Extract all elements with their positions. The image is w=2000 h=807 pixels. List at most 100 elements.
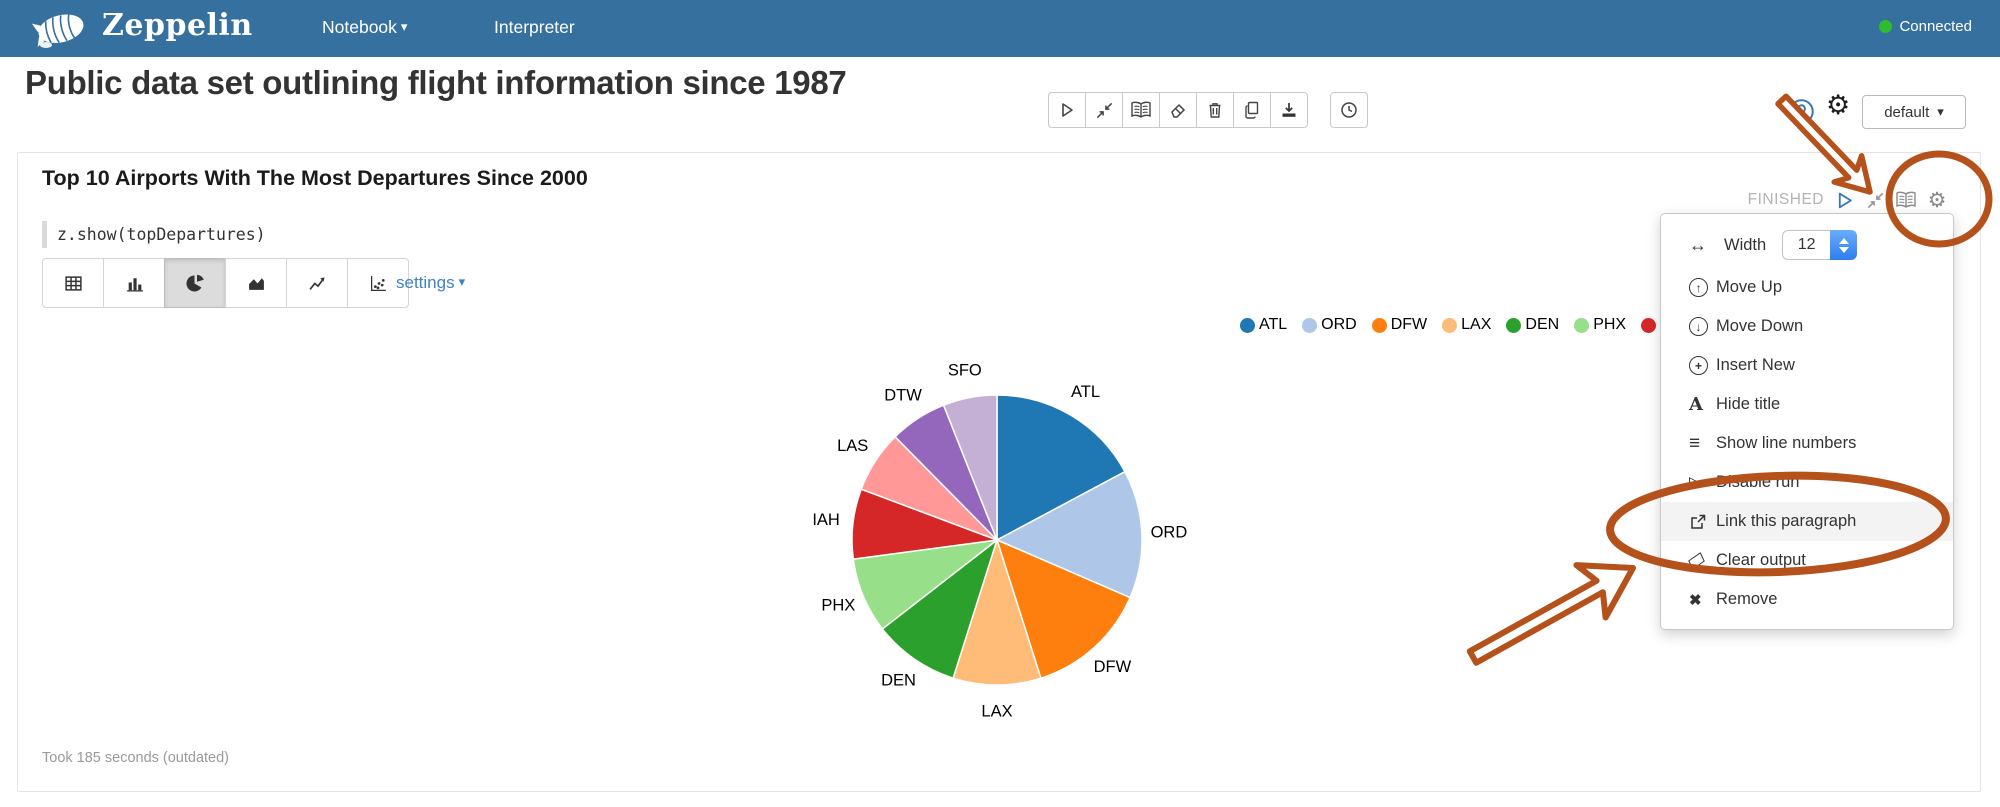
pie-slice-ORD[interactable] — [995, 470, 1143, 599]
eraser-icon — [1171, 103, 1186, 118]
export-note-button[interactable] — [1270, 92, 1308, 128]
menu-item-clear-output[interactable]: Clear output — [1661, 541, 1953, 580]
legend-dot-icon — [1641, 317, 1657, 333]
collapse-paragraph-button[interactable] — [1864, 189, 1886, 211]
legend-label: PHX — [1593, 316, 1627, 333]
menu-item-move-down[interactable]: ↓ Move Down — [1661, 307, 1953, 346]
list-numbers-icon: ≡ — [1689, 432, 1701, 454]
interpreter-binding-button[interactable]: default ▾ — [1862, 95, 1966, 129]
clock-icon — [1341, 102, 1357, 118]
pie-label-ATL: ATL — [1071, 383, 1100, 401]
pie-label-DTW: DTW — [884, 386, 922, 404]
pie-slice-ATL[interactable] — [996, 394, 1126, 542]
scheduler-button[interactable] — [1330, 92, 1368, 128]
menu-item-disable-run[interactable]: ▷ Disable run — [1661, 463, 1953, 502]
top-navbar: Zeppelin Notebook ▾ Interpreter Connected — [0, 0, 2000, 57]
chart-type-selector — [42, 258, 409, 308]
pie-label-SFO: SFO — [948, 361, 982, 379]
paragraph-settings-menu: ↔ Width 12 ↑ Move Up ↓ Move Down + Inser… — [1660, 213, 1954, 630]
chart-type-scatter-button[interactable] — [347, 258, 409, 308]
paragraph-settings-gear-icon[interactable]: ⚙ — [1927, 188, 1947, 212]
note-toolbar — [1048, 92, 1308, 128]
show-editor-button[interactable] — [1895, 189, 1917, 211]
width-stepper[interactable]: 12 — [1782, 230, 1858, 260]
legend-dot-icon — [1574, 317, 1590, 333]
remove-note-button[interactable] — [1196, 92, 1234, 128]
chevron-down-icon: ▾ — [1937, 104, 1944, 119]
chevron-down-icon: ▾ — [400, 19, 408, 34]
legend-label: LAX — [1461, 316, 1492, 333]
pie-label-DEN: DEN — [881, 671, 916, 689]
pie-label-DFW: DFW — [1094, 658, 1132, 676]
paragraph-status-row: FINISHED ⚙ — [1748, 189, 1948, 211]
legend-item-LAX[interactable]: LAX — [1442, 316, 1491, 334]
status-badge: FINISHED — [1747, 191, 1824, 208]
chart-type-pie-button[interactable] — [164, 258, 226, 308]
legend-item-ORD[interactable]: ORD — [1302, 316, 1357, 334]
legend-dot-icon — [1302, 317, 1318, 333]
play-icon — [1838, 192, 1852, 208]
nav-notebook-label: Notebook — [322, 17, 397, 37]
note-title[interactable]: Public data set outlining flight informa… — [25, 64, 847, 101]
legend-label: ATL — [1259, 316, 1288, 333]
execution-time-label: Took 185 seconds (outdated) — [42, 750, 230, 766]
brand-title[interactable]: Zeppelin — [102, 8, 253, 43]
nav-notebook-dropdown[interactable]: Notebook ▾ — [322, 17, 407, 38]
settings-label: settings — [396, 273, 455, 292]
legend-dot-icon — [1442, 317, 1458, 333]
pie-label-LAX: LAX — [981, 702, 1012, 720]
bar-chart-icon — [126, 277, 143, 292]
help-question-icon[interactable] — [1788, 98, 1815, 125]
compress-arrows-icon — [1867, 192, 1883, 208]
paragraph-title[interactable]: Top 10 Airports With The Most Departures… — [42, 166, 588, 190]
run-paragraph-button[interactable] — [1833, 189, 1855, 211]
width-arrows-icon: ↔ — [1689, 234, 1707, 255]
trash-icon — [1209, 103, 1221, 118]
legend-dot-icon — [1371, 317, 1387, 333]
legend-dot-icon — [1240, 317, 1255, 333]
chart-type-area-button[interactable] — [225, 258, 287, 308]
width-value[interactable]: 12 — [1782, 230, 1831, 260]
show-hide-code-button[interactable] — [1122, 92, 1160, 128]
eraser-icon — [1688, 551, 1716, 570]
clear-all-output-button[interactable] — [1159, 92, 1197, 128]
line-chart-icon — [308, 276, 325, 290]
legend-label: ORD — [1321, 316, 1357, 333]
pie-slice-LAX[interactable] — [952, 537, 1042, 686]
menu-item-remove[interactable]: ✖ Remove — [1661, 580, 1953, 619]
collapse-all-button[interactable] — [1085, 92, 1123, 128]
legend-item-PHX[interactable]: PHX — [1574, 316, 1626, 334]
menu-item-label: Move Down — [1716, 317, 1804, 335]
legend-item-DEN[interactable]: DEN — [1506, 316, 1559, 334]
pie-slice-SFO[interactable] — [942, 394, 998, 541]
legend-item-ATL[interactable]: ATL — [1240, 316, 1287, 334]
width-stepper-buttons[interactable] — [1830, 230, 1858, 260]
plus-circle-icon: + — [1689, 356, 1708, 375]
pie-slice-DEN[interactable] — [881, 537, 999, 680]
chart-type-line-button[interactable] — [286, 258, 348, 308]
chart-settings-toggle[interactable]: settings ▾ — [396, 273, 465, 293]
compress-arrows-icon — [1096, 102, 1112, 118]
menu-item-show-line-numbers[interactable]: ≡ Show line numbers — [1661, 424, 1953, 463]
code-editor[interactable]: z.show(topDepartures) — [42, 221, 266, 248]
zeppelin-blimp-icon[interactable] — [32, 7, 94, 50]
menu-item-insert-new[interactable]: + Insert New — [1661, 346, 1953, 385]
note-settings-gear-icon[interactable]: ⚙ — [1826, 90, 1851, 120]
clone-note-button[interactable] — [1233, 92, 1271, 128]
chart-type-table-button[interactable] — [42, 258, 104, 308]
legend-label: DEN — [1525, 316, 1560, 333]
legend-item-DFW[interactable]: DFW — [1371, 316, 1427, 334]
run-all-button[interactable] — [1048, 92, 1086, 128]
menu-item-link-this-paragraph[interactable]: Link this paragraph — [1661, 502, 1953, 541]
menu-item-label: Move Up — [1716, 278, 1783, 296]
chart-type-bar-button[interactable] — [103, 258, 165, 308]
pie-chart-icon — [185, 274, 204, 291]
menu-item-move-up[interactable]: ↑ Move Up — [1661, 268, 1953, 307]
menu-item-hide-title[interactable]: A Hide title — [1661, 385, 1953, 424]
nav-interpreter[interactable]: Interpreter — [494, 17, 575, 38]
code-line: z.show(topDepartures) — [57, 225, 266, 244]
menu-item-label: Remove — [1716, 590, 1778, 608]
letter-a-icon: A — [1689, 394, 1703, 415]
menu-item-label: Show line numbers — [1716, 434, 1857, 452]
